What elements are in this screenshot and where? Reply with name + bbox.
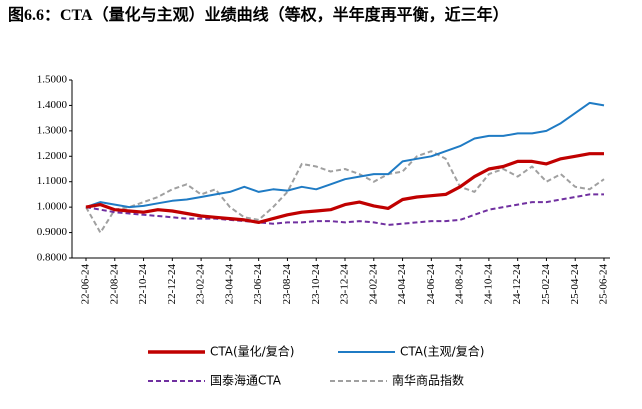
y-tick-label: 1.4000 (37, 99, 68, 111)
y-tick-label: 1.2000 (37, 150, 68, 162)
x-tick-label: 25-02-24 (540, 264, 552, 305)
x-tick-label: 23-10-24 (310, 264, 322, 305)
x-tick-label: 23-04-24 (223, 264, 235, 305)
y-tick-label: 1.1000 (37, 175, 68, 187)
y-tick-label: 0.8000 (37, 252, 68, 264)
x-tick-label: 24-10-24 (482, 264, 494, 305)
series-line (85, 101, 605, 209)
x-tick-label: 22-08-24 (108, 264, 120, 305)
x-tick-label: 24-12-24 (511, 264, 523, 305)
x-tick-label: 23-06-24 (252, 264, 264, 305)
x-tick-label: 25-04-24 (569, 264, 581, 305)
x-tick-label: 23-08-24 (281, 264, 293, 305)
y-tick-label: 1.5000 (37, 74, 68, 86)
series-line (85, 152, 604, 224)
legend-label: CTA(量化/复合) (210, 344, 294, 359)
legend-label: CTA(主观/复合) (400, 344, 484, 359)
x-tick-label: 23-12-24 (339, 264, 351, 305)
x-tick-label: 24-04-24 (396, 264, 408, 305)
chart-title: 图6.6：CTA（量化与主观）业绩曲线（等权，半年度再平衡，近三年） (8, 7, 509, 24)
legend-label: 国泰海通CTA (210, 373, 282, 388)
x-tick-label: 24-08-24 (454, 264, 466, 305)
legend-label: 南华商品指数 (392, 373, 464, 388)
x-tick-label: 24-06-24 (425, 264, 437, 305)
x-tick-label: 22-10-24 (137, 264, 149, 305)
x-tick-label: 22-12-24 (166, 264, 178, 305)
x-tick-label: 25-06-24 (598, 264, 610, 305)
y-tick-label: 1.0000 (37, 201, 68, 213)
x-tick-label: 23-02-24 (195, 264, 207, 305)
x-tick-label: 22-06-24 (80, 264, 92, 305)
y-tick-label: 1.3000 (37, 124, 68, 136)
series-line (85, 150, 605, 234)
series-line (85, 193, 604, 226)
y-tick-label: 0.9000 (37, 226, 68, 238)
x-tick-label: 24-02-24 (367, 264, 379, 305)
